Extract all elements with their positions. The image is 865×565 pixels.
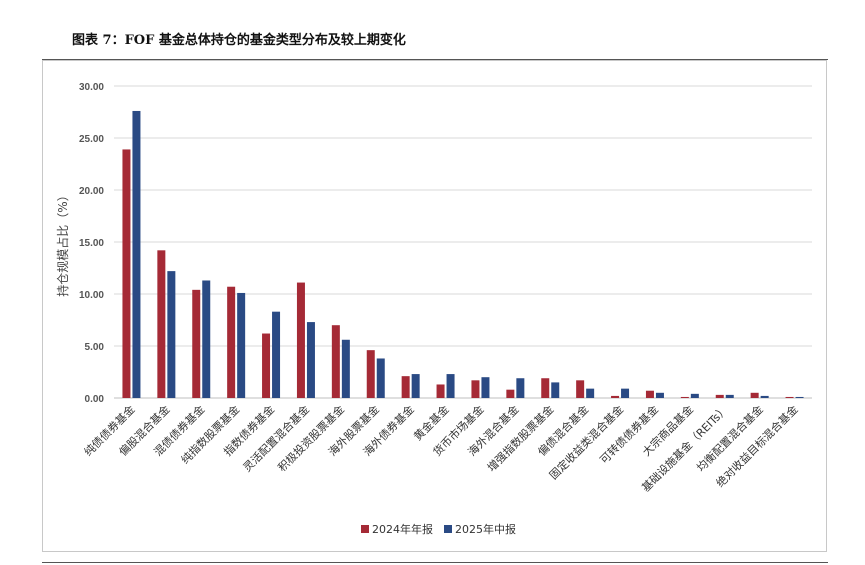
bar-2024-17 <box>715 394 724 398</box>
bar-2024-5 <box>296 282 305 398</box>
y-axis-label: 持仓规模占比（%） <box>55 189 70 296</box>
bar-2024-8 <box>401 376 410 398</box>
x-category-label: 可转债债券基金 <box>597 402 661 466</box>
bar-2024-6 <box>331 325 340 398</box>
legend: 2024年年报 2025年中报 <box>361 522 516 536</box>
bar-2025-6 <box>341 339 350 398</box>
x-axis-categories: 纯债债券基金偏股混合基金混债债券基金纯指数股票基金指数债券基金灵活配置混合基金积… <box>81 402 801 494</box>
bar-2024-13 <box>576 380 585 398</box>
bar-2024-1 <box>157 250 166 398</box>
top-rule <box>42 59 828 60</box>
bottom-rule <box>42 562 828 563</box>
bar-2024-14 <box>611 395 620 398</box>
gridlines <box>114 85 812 399</box>
chart-frame <box>42 60 827 552</box>
bar-2025-5 <box>306 322 315 398</box>
y-tick-label: 20.00 <box>79 186 104 197</box>
bars <box>122 110 804 399</box>
y-tick-label: 30.00 <box>79 82 104 93</box>
bar-2025-3 <box>237 292 246 398</box>
bar-2025-15 <box>655 392 664 398</box>
bar-2024-10 <box>471 380 480 398</box>
bar-2024-16 <box>680 396 689 398</box>
bar-2025-9 <box>446 374 455 398</box>
bar-2025-12 <box>551 382 560 398</box>
bar-2025-17 <box>725 394 734 398</box>
bar-2024-0 <box>122 149 131 398</box>
bar-2025-10 <box>481 377 490 398</box>
bar-2025-2 <box>202 280 211 398</box>
legend-swatch-2025 <box>444 525 452 533</box>
bar-2025-16 <box>690 393 699 398</box>
y-tick-label: 15.00 <box>79 238 104 249</box>
bar-2024-15 <box>645 390 654 398</box>
y-tick-label: 25.00 <box>79 134 104 145</box>
bar-2025-4 <box>272 311 281 398</box>
x-category-label: 纯指数股票基金 <box>178 402 242 466</box>
bar-2025-19 <box>795 396 804 398</box>
bar-2025-0 <box>132 110 141 399</box>
bar-2024-18 <box>750 392 759 398</box>
bar-2025-13 <box>586 388 595 398</box>
bar-2024-3 <box>227 286 236 398</box>
bar-2024-4 <box>262 333 271 398</box>
y-axis-ticks: 0.00 5.00 10.00 15.00 20.00 25.00 30.00 <box>79 82 104 405</box>
legend-label-2025: 2025年中报 <box>455 522 516 536</box>
legend-label-2024: 2024年年报 <box>372 522 433 536</box>
bar-2024-11 <box>506 389 515 398</box>
bar-2025-18 <box>760 395 769 398</box>
figure-title: 图表 7：FOF 基金总体持仓的基金类型分布及较上期变化 <box>72 33 406 48</box>
bar-2024-9 <box>436 384 445 398</box>
bar-2025-7 <box>376 358 385 398</box>
legend-swatch-2024 <box>361 525 369 533</box>
y-tick-label: 5.00 <box>85 342 105 353</box>
bar-2024-7 <box>366 350 375 398</box>
bar-2025-11 <box>516 378 525 398</box>
bar-2024-12 <box>541 378 550 398</box>
bar-2025-8 <box>411 374 420 398</box>
bar-2025-1 <box>167 271 176 398</box>
y-tick-label: 10.00 <box>79 290 104 301</box>
y-tick-label: 0.00 <box>85 394 105 405</box>
bar-2024-19 <box>785 396 794 398</box>
bar-2024-2 <box>192 289 201 398</box>
bar-2025-14 <box>621 388 630 398</box>
